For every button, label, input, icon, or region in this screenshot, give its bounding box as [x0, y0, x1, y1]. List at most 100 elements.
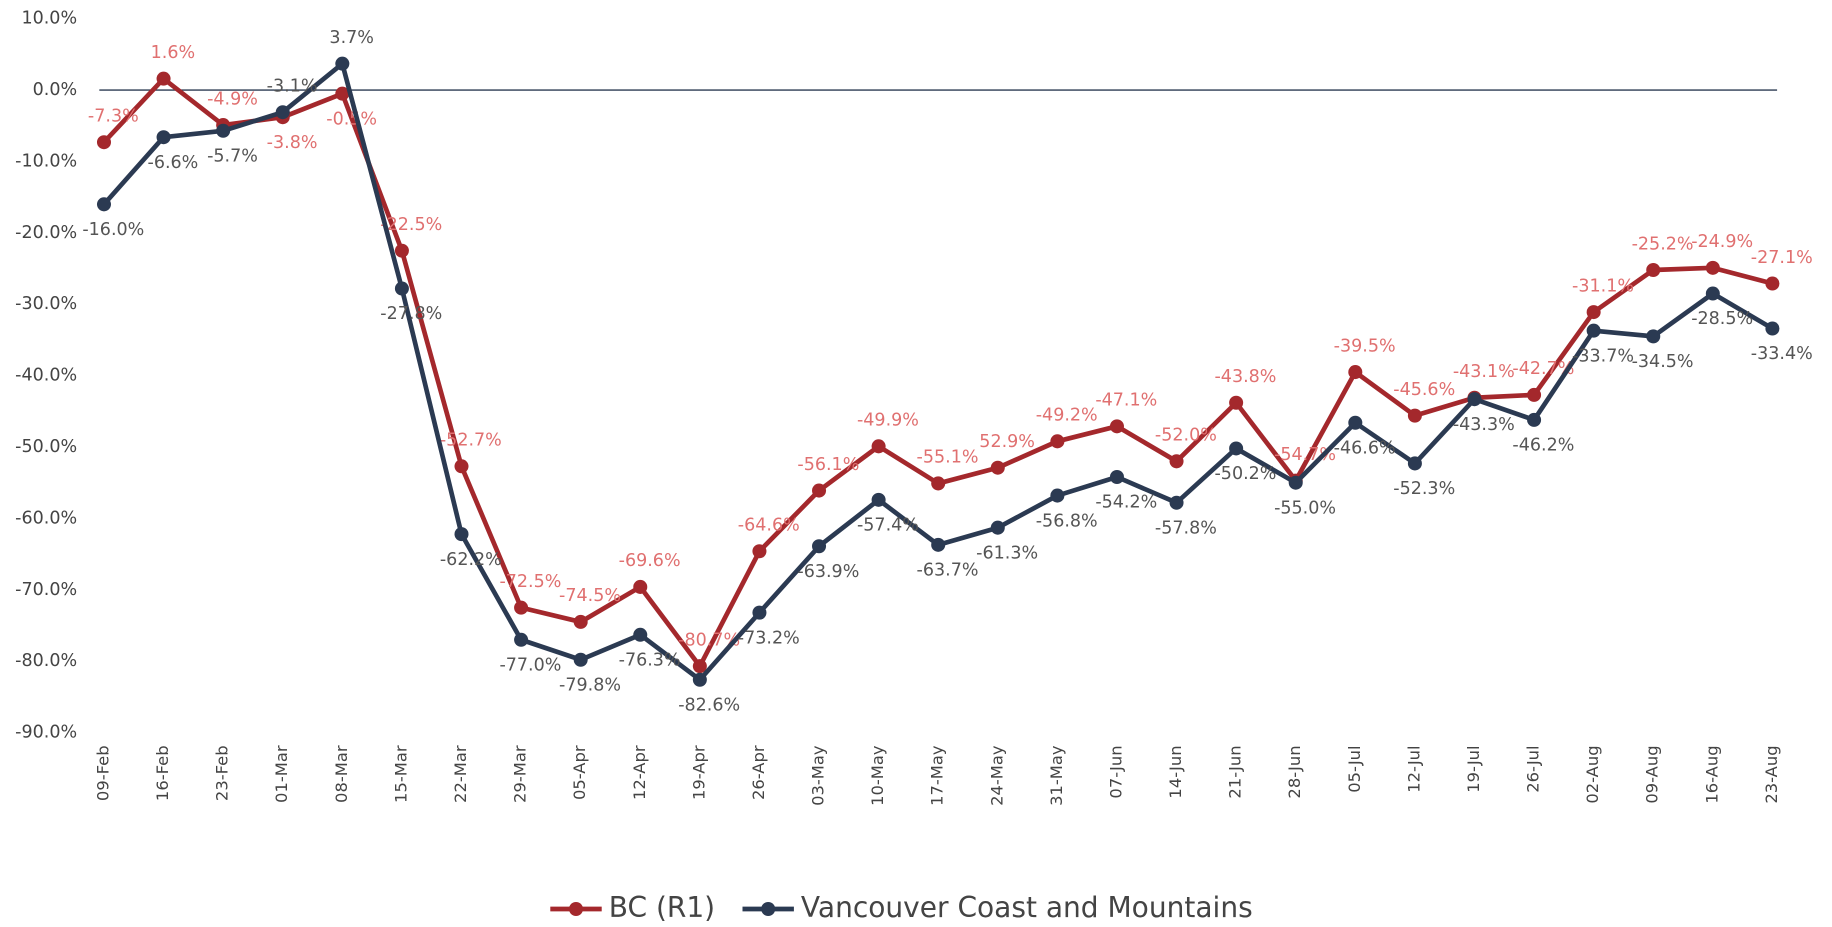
series-point [1705, 286, 1720, 301]
series-point [1527, 412, 1542, 427]
x-tick-label: 23-Feb [213, 745, 232, 801]
data-label: -5.7% [207, 146, 258, 166]
series-point [812, 539, 827, 554]
x-tick-label: 01-Mar [272, 745, 291, 803]
series-point [96, 197, 111, 212]
series-point [1586, 323, 1601, 338]
series-point [1288, 475, 1303, 490]
data-label: -33.7% [1572, 346, 1634, 366]
legend-label: BC (R1) [609, 891, 715, 924]
data-label: -52.3% [1393, 479, 1455, 499]
data-label: -54.7% [1274, 445, 1336, 465]
series-point [514, 600, 529, 615]
y-tick-label: -60.0% [15, 508, 77, 528]
x-tick-label: 14-Jun [1166, 745, 1185, 798]
data-label: -57.8% [1155, 518, 1217, 538]
series-point [1169, 495, 1184, 510]
series-point [990, 460, 1005, 475]
x-tick-label: 12-Jul [1404, 745, 1423, 792]
series-point [1527, 387, 1542, 402]
legend-label: Vancouver Coast and Mountains [801, 891, 1253, 924]
data-label: -56.8% [1036, 511, 1098, 531]
data-label: -77.0% [499, 655, 561, 675]
data-label: -54.2% [1095, 493, 1157, 513]
data-label: -46.6% [1334, 438, 1396, 458]
data-label: -55.1% [917, 448, 979, 468]
x-tick-label: 08-Mar [332, 745, 351, 803]
data-label: -22.5% [380, 215, 442, 235]
data-label: -56.1% [797, 455, 859, 475]
series-point [931, 537, 946, 552]
x-tick-label: 12-Apr [630, 745, 649, 800]
data-label: -4.9% [207, 89, 258, 109]
data-label: -73.2% [738, 628, 800, 648]
x-tick-label: 21-Jun [1226, 745, 1245, 798]
data-label: 3.7% [329, 28, 374, 48]
series-point [1169, 454, 1184, 469]
x-tick-label: 09-Aug [1643, 745, 1662, 803]
series-point [752, 605, 767, 620]
data-label: -16.0% [82, 220, 144, 240]
series-point [454, 459, 469, 474]
series-point [1348, 415, 1363, 430]
x-tick-label: 19-Jul [1464, 745, 1483, 792]
data-label: -33.4% [1751, 344, 1813, 364]
series-point [871, 492, 886, 507]
data-label: -3.8% [267, 133, 318, 153]
series-point [871, 439, 886, 454]
series-point [692, 659, 707, 674]
data-label: -25.2% [1632, 234, 1694, 254]
series-point [1765, 276, 1780, 291]
series-point [156, 71, 171, 86]
data-label: -0.5% [326, 109, 377, 129]
data-label: -45.6% [1393, 380, 1455, 400]
data-label: -7.3% [88, 106, 139, 126]
data-label: -50.2% [1214, 464, 1276, 484]
series-point [1705, 260, 1720, 275]
x-tick-label: 05-Jul [1345, 745, 1364, 792]
data-label: 1.6% [151, 43, 196, 63]
x-tick-label: 15-Mar [391, 745, 410, 803]
x-tick-label: 17-May [928, 745, 947, 806]
series-point [752, 544, 767, 559]
series-point [1765, 321, 1780, 336]
data-label: -3.1% [267, 77, 318, 97]
legend-marker [761, 901, 776, 917]
data-label: -34.5% [1632, 352, 1694, 372]
series-point [633, 627, 648, 642]
y-tick-label: -20.0% [15, 223, 77, 243]
y-tick-label: -90.0% [15, 723, 77, 743]
x-tick-label: 26-Jul [1524, 745, 1543, 792]
data-label: -43.1% [1453, 362, 1515, 382]
series-point [454, 527, 469, 542]
series-point [514, 632, 529, 647]
data-label: -76.3% [619, 650, 681, 670]
series-point [990, 520, 1005, 535]
y-tick-label: 10.0% [21, 9, 77, 29]
x-tick-label: 16-Aug [1702, 745, 1721, 803]
y-tick-label: 0.0% [33, 80, 77, 100]
x-tick-label: 05-Apr [570, 745, 589, 800]
x-tick-label: 09-Feb [93, 745, 112, 801]
x-tick-label: 03-May [809, 745, 828, 806]
data-label: -57.4% [857, 516, 919, 536]
series-point [1050, 488, 1065, 503]
series-point [275, 105, 290, 120]
x-tick-label: 07-Jun [1106, 745, 1125, 798]
data-label: -82.6% [678, 695, 740, 715]
x-tick-label: 23-Aug [1762, 745, 1781, 803]
series-point [1109, 469, 1124, 485]
legend-marker [568, 901, 584, 917]
data-label: -39.5% [1334, 336, 1396, 356]
series-point [633, 579, 648, 594]
series-point [1646, 329, 1661, 344]
series-point [1348, 365, 1363, 380]
x-tick-label: 10-May [868, 745, 887, 806]
data-label: -46.2% [1512, 436, 1574, 456]
series-point [96, 135, 111, 150]
series-point [1229, 395, 1244, 410]
x-tick-label: 31-May [1047, 745, 1066, 806]
x-tick-label: 28-Jun [1285, 745, 1304, 798]
data-label: -52.0% [1155, 426, 1217, 446]
